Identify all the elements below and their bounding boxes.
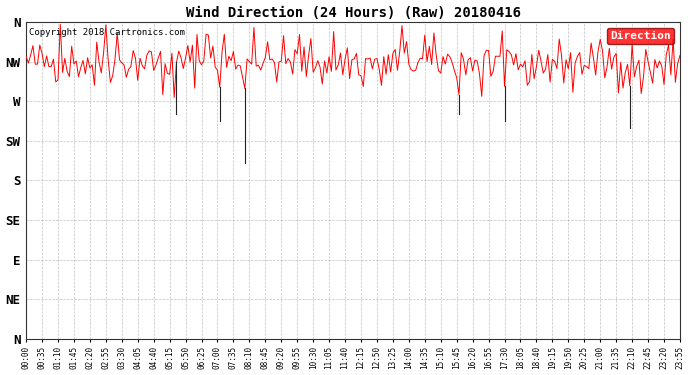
Legend: Direction: Direction [607,28,674,44]
Title: Wind Direction (24 Hours) (Raw) 20180416: Wind Direction (24 Hours) (Raw) 20180416 [186,6,520,20]
Text: Copyright 2018 Cartronics.com: Copyright 2018 Cartronics.com [30,28,185,38]
